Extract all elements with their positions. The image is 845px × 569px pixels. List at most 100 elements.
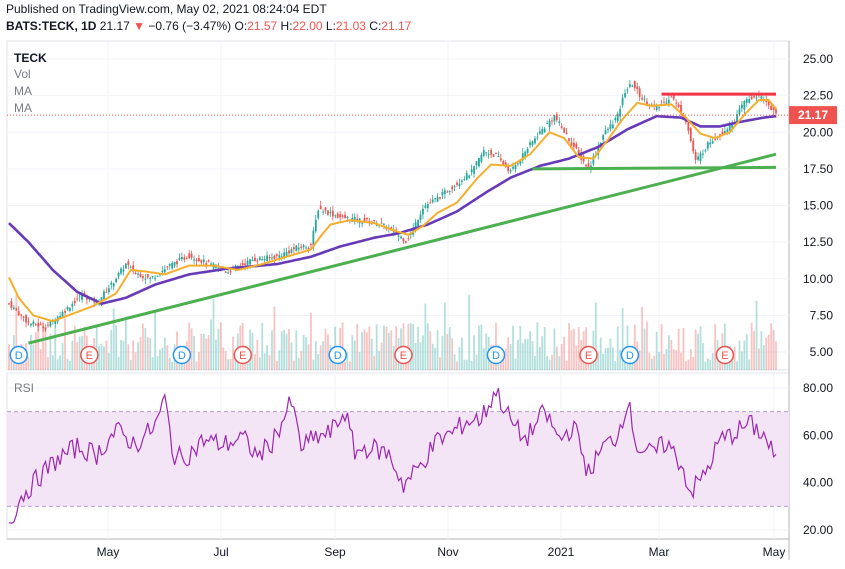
candle-body [765,100,768,103]
candle-body [275,254,278,256]
candle-body [507,166,510,172]
dividend-marker[interactable] [486,345,506,365]
candle-body [129,266,132,268]
trendline-support[interactable] [28,152,777,345]
candle-body [529,142,531,146]
candle-body [258,257,261,261]
candle-body [439,197,441,199]
volume-bar [27,356,30,370]
dividend-marker[interactable] [620,345,640,365]
volume-bar [451,338,454,370]
volume-bar [273,306,276,370]
volume-bar [765,337,768,370]
candle-body [105,291,108,293]
last-price-tag [789,106,837,125]
candle-body [314,219,317,232]
volume-bar [458,347,461,370]
volume-bar [643,328,646,370]
earnings-marker[interactable] [579,345,598,365]
candle-body [195,259,198,262]
rsi-tick-label: 60.00 [803,428,833,442]
candle-body [241,263,244,265]
volume-bar [456,361,458,370]
candle-body [310,244,312,246]
candle-body [419,214,422,220]
volume-bar [54,328,57,370]
open-label: O: [234,19,248,33]
candle-body [366,217,368,220]
volume-bar [348,361,351,370]
candle-body [478,158,480,167]
volume-bar [548,359,551,370]
volume-bar [222,347,225,370]
volume-bar [475,354,478,370]
candle-body [728,122,731,131]
candle-body [426,204,429,209]
candle-body [636,86,639,90]
price-tick-label: 7.50 [810,308,834,322]
time-tick-label: Mar [649,545,670,559]
earnings-marker[interactable] [715,345,735,365]
volume-bar [395,326,398,370]
volume-bar [694,329,697,370]
candle-body [202,259,205,263]
dividend-marker[interactable] [9,345,28,365]
candle-body [205,263,208,265]
candle-body [750,96,753,100]
candle-body [417,220,419,227]
candle-body [200,259,203,263]
candle-body [278,255,281,258]
candle-body [159,274,161,276]
volume-bar [115,325,118,370]
volume-bar [132,340,135,370]
candle-body [307,247,310,249]
candle-body [555,114,558,121]
candle-body [429,202,432,204]
earnings-marker[interactable] [394,345,413,365]
candle-body [341,215,344,217]
candle-body [251,259,254,261]
candle-body [592,156,595,165]
candle-body [25,315,27,323]
candle-body [680,105,682,115]
candle-body [475,161,478,166]
candle-body [317,210,320,219]
candle-body [558,121,561,124]
volume-bar [541,336,544,370]
dividend-marker[interactable] [172,345,192,365]
candle-body [738,108,741,115]
trendline-horizontal-support[interactable] [532,165,777,171]
candle-body [137,273,139,275]
candle-body [163,269,166,273]
earnings-marker[interactable] [80,345,99,365]
earnings-marker[interactable] [233,345,253,365]
rsi-line [8,387,777,524]
volume-bar [207,335,210,370]
candle-body [146,274,149,278]
volume-bar [275,361,278,370]
volume-bar [232,336,234,370]
volume-bar [68,360,71,370]
candle-body [597,146,600,155]
candle-body [460,180,463,182]
volume-bar [105,340,108,370]
candle-body [292,247,295,250]
candle-body [176,261,178,265]
price-tick-label: 20.00 [803,125,833,139]
candle-body [297,247,300,250]
candle-body [246,260,249,265]
candle-body [329,212,332,214]
dividend-marker[interactable] [328,345,347,365]
candle-body [646,101,648,105]
volume-bar [470,360,473,370]
volume-bar [366,332,368,370]
volume-bar [414,343,417,370]
candle-body [30,323,32,326]
event-marker-label: E [585,350,592,362]
volume-bar [110,329,113,370]
candle-body [495,152,497,154]
candle-body [404,241,407,243]
volume-bar [322,341,325,370]
volume-bar [134,352,137,370]
